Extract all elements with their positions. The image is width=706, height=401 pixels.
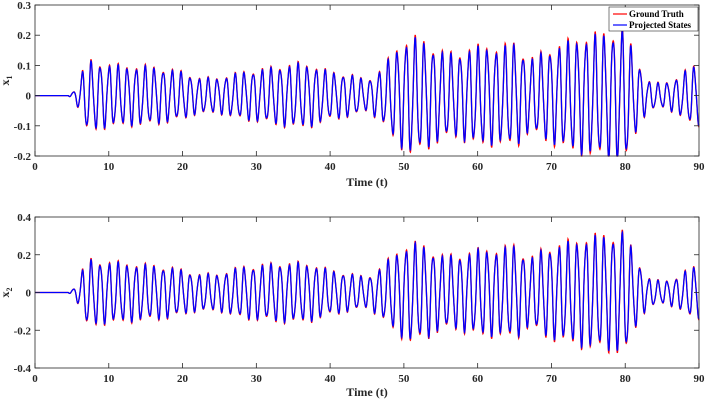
y-tick-label: 0 [26, 288, 32, 300]
x-tick-label: 90 [694, 373, 706, 385]
plot-area-x2 [35, 217, 699, 368]
y-tick-label: 0.1 [17, 60, 31, 72]
y-tick-label: -0.1 [14, 121, 31, 133]
x-tick-label: 60 [472, 161, 484, 173]
y-tick-label: 0.3 [17, 0, 31, 12]
ticks-x1: 0 10 20 30 40 50 60 70 80 90 -0.2 -0.1 0 0.1 0.2 0.3 [14, 0, 705, 173]
series-layer-x2 [35, 229, 700, 355]
legend: Ground Truth Projected States [608, 6, 699, 32]
x-tick-label: 40 [325, 373, 337, 385]
subplot-x1: 0 10 20 30 40 50 60 70 80 90 -0.2 -0.1 0 0.1 0.2 0.3 Ti… [0, 0, 705, 189]
x-tick-label: 10 [103, 373, 115, 385]
x-tick-label: 70 [546, 161, 558, 173]
x-tick-label: 50 [398, 161, 410, 173]
y-axis-title-x1: x1 [0, 76, 14, 86]
x-tick-label: 80 [620, 161, 632, 173]
x-tick-label: 80 [620, 373, 632, 385]
x-tick-label: 70 [546, 373, 558, 385]
y-tick-label: -0.2 [14, 325, 32, 337]
y-tick-label: -0.2 [14, 151, 32, 163]
x-tick-label: 40 [325, 161, 337, 173]
axes-box-x1 [34, 4, 700, 157]
x-tick-label: 30 [251, 373, 263, 385]
x-tick-label: 20 [177, 373, 189, 385]
x-tick-label: 30 [251, 161, 263, 173]
x-axis-title-x1: Time (t) [346, 175, 387, 189]
subplot-x2: 0 10 20 30 40 50 60 70 80 90 -0.4 -0.2 0 0.2 0.4 Time … [0, 212, 705, 399]
x-tick-label: 60 [472, 373, 484, 385]
x-tick-label: 90 [694, 161, 706, 173]
ticks-x2: 0 10 20 30 40 50 60 70 80 90 -0.4 -0.2 0 0.2 0.4 [14, 212, 705, 385]
y-tick-label: -0.4 [14, 363, 32, 375]
x-tick-label: 10 [103, 161, 115, 173]
x-tick-label: 0 [32, 161, 38, 173]
y-tick-label: 0.2 [17, 30, 31, 42]
x-tick-label: 0 [32, 373, 38, 385]
y-axis-title-x2: x2 [0, 288, 14, 298]
legend-label-projected-states: Projected States [629, 20, 692, 30]
y-tick-label: 0 [26, 91, 32, 103]
legend-box [608, 6, 699, 32]
x-tick-label: 50 [398, 373, 410, 385]
legend-label-ground-truth: Ground Truth [629, 9, 684, 19]
x-tick-label: 20 [177, 161, 189, 173]
x-axis-title-x2: Time (t) [346, 385, 387, 399]
y-tick-label: 0.4 [17, 212, 31, 224]
series-layer-x1 [35, 27, 700, 157]
series-projected-states-line [35, 230, 700, 352]
series-projected-states-line [35, 28, 700, 157]
y-tick-label: 0.2 [17, 250, 31, 262]
